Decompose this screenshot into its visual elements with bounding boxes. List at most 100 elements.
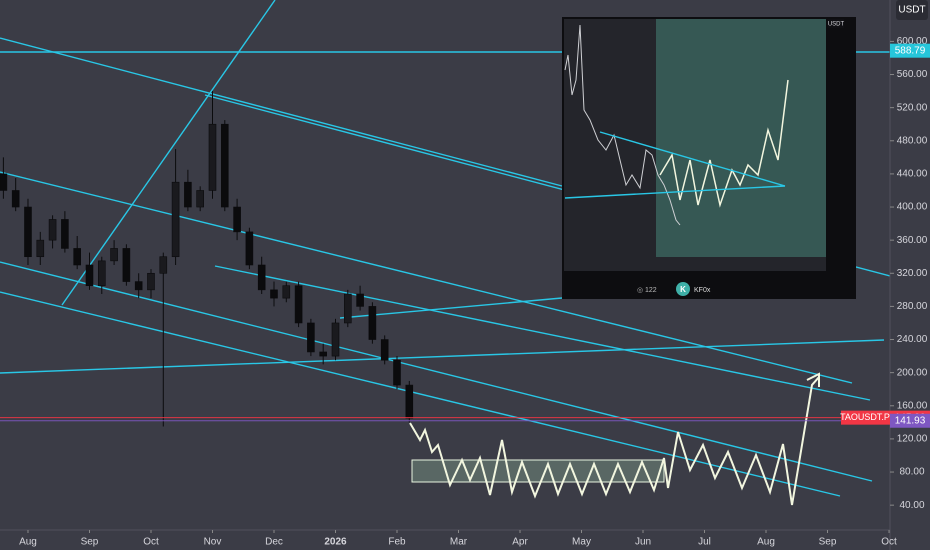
trendline xyxy=(0,37,563,187)
candle-body xyxy=(110,248,118,262)
currency: USDT xyxy=(898,5,925,16)
candle-body xyxy=(282,285,291,299)
x-tick-label: Sep xyxy=(819,537,837,548)
trendline xyxy=(214,265,871,401)
x-tick-label: Jul xyxy=(698,537,711,548)
author: KF0x xyxy=(694,287,711,294)
candle-body xyxy=(220,123,229,208)
y-tick-label: 320.00 xyxy=(897,268,928,279)
candle-body xyxy=(208,123,217,191)
x-tick-label: May xyxy=(572,537,591,548)
candle-body xyxy=(356,293,364,307)
symbol-label: TAOUSDT.P xyxy=(840,412,890,422)
price-label: 141.93 xyxy=(895,415,926,426)
inset-price xyxy=(564,24,681,226)
candle-body xyxy=(196,190,204,208)
candle-body xyxy=(134,281,143,291)
candle-body xyxy=(171,181,180,258)
y-tick-label: 560.00 xyxy=(897,69,928,80)
avatar xyxy=(676,282,690,296)
x-tick-label: Mar xyxy=(450,537,468,548)
y-tick-label: 80.00 xyxy=(899,467,924,478)
range-box xyxy=(411,459,665,483)
y-tick-label: 160.00 xyxy=(897,400,928,411)
candle-body xyxy=(405,384,414,419)
candle-body xyxy=(184,181,192,208)
candle-body xyxy=(368,306,377,340)
candle-body xyxy=(257,264,266,291)
candle-body xyxy=(85,264,94,287)
x-tick-label: Oct xyxy=(881,537,897,548)
candle-body xyxy=(380,339,389,361)
trendline xyxy=(61,0,276,306)
candle-body xyxy=(122,248,131,282)
candle-body xyxy=(36,239,45,258)
y-tick-label: 600.00 xyxy=(897,36,928,47)
x-tick-label: Sep xyxy=(81,537,99,548)
candle-body xyxy=(233,206,241,233)
inset-currency-box xyxy=(828,19,844,28)
views: 122 xyxy=(645,287,657,294)
inset-trendline xyxy=(599,131,786,187)
candle-body xyxy=(48,219,57,241)
x-tick-label: Apr xyxy=(512,537,528,548)
currency-box xyxy=(896,0,928,20)
trendline xyxy=(0,261,873,482)
candle-body xyxy=(270,289,278,299)
y-tick-label: 440.00 xyxy=(897,169,928,180)
price-label-box xyxy=(890,413,930,428)
inset-trendline xyxy=(564,185,786,199)
y-tick-label: 120.00 xyxy=(897,434,928,445)
y-tick-label: 520.00 xyxy=(897,102,928,113)
trendlines xyxy=(0,0,891,497)
views-icon: ◎ xyxy=(637,287,643,294)
trendline xyxy=(339,297,563,319)
y-tick-label: 240.00 xyxy=(897,334,928,345)
price-label-box xyxy=(890,43,930,58)
candle-body xyxy=(331,322,340,357)
candle-body xyxy=(393,359,401,386)
symbol-box xyxy=(841,410,890,425)
candle-body xyxy=(159,256,168,274)
y-tick-label: 200.00 xyxy=(897,367,928,378)
inset: USDT K ◎ 122 KF0x xyxy=(562,17,856,299)
arrow-head xyxy=(806,372,820,387)
x-tick-label: Jun xyxy=(635,537,651,548)
x-tick-label: Aug xyxy=(19,537,37,548)
inset-zigzag xyxy=(659,79,789,208)
x-tick-label: Aug xyxy=(757,537,775,548)
y-tick-label: 280.00 xyxy=(897,301,928,312)
plot-area xyxy=(0,91,414,427)
candle-body xyxy=(0,173,8,191)
y-tick-label: 480.00 xyxy=(897,135,928,146)
y-tick-label: 400.00 xyxy=(897,202,928,213)
price-label: 588.79 xyxy=(895,45,926,56)
candle-body xyxy=(11,190,20,208)
inset-zone xyxy=(656,19,826,257)
x-tick-label: Nov xyxy=(204,537,222,548)
x-tick-label: Feb xyxy=(388,537,406,548)
candle-body xyxy=(245,231,254,266)
avatar-letter: K xyxy=(680,285,686,294)
trendline xyxy=(0,291,841,497)
trendline xyxy=(0,339,885,374)
zigzag xyxy=(409,376,820,506)
candle-body xyxy=(97,260,106,287)
y-tick-label: 40.00 xyxy=(899,500,924,511)
trendline xyxy=(0,171,853,384)
candle-body xyxy=(343,293,352,324)
candle-body xyxy=(307,322,315,353)
candle-body xyxy=(61,219,69,249)
candle-body xyxy=(24,206,32,258)
x-tick-label: Oct xyxy=(143,537,159,548)
candle-body xyxy=(73,248,81,266)
projection xyxy=(409,372,820,506)
candle-body xyxy=(147,272,155,291)
x-tick-label: 2026 xyxy=(324,537,347,548)
candle-body xyxy=(294,285,303,324)
candle-body xyxy=(319,351,327,357)
x-tick-label: Dec xyxy=(265,537,283,548)
inset-currency: USDT xyxy=(828,22,845,28)
